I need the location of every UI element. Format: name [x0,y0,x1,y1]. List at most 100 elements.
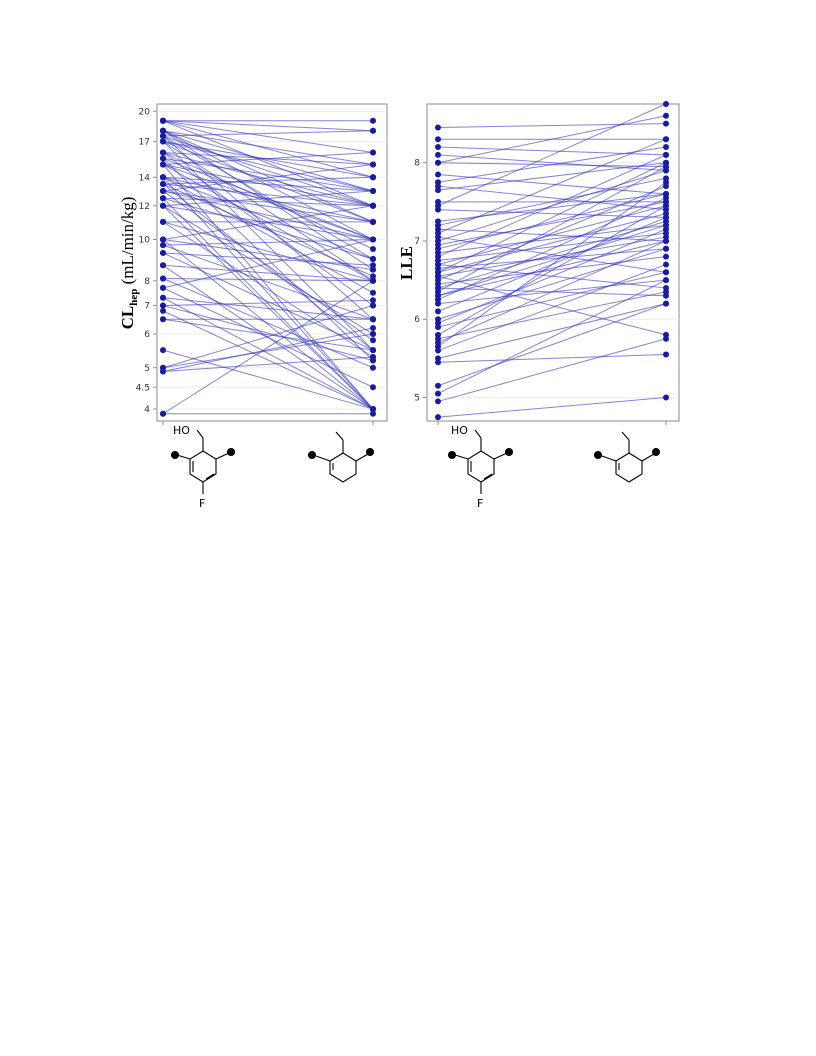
clhep-point-right [370,410,376,417]
clhep-pair-line [162,130,374,271]
clhep-y-tick-label: 14 [139,173,151,183]
chart-clhep-x-ticks [162,421,374,425]
lle-point-right [663,269,669,276]
clhep-point-right [370,331,376,338]
lle-point-right [663,191,669,198]
lle-point-left [435,359,441,366]
clhep-y-tick-label: 10 [139,236,151,246]
clhep-pair-line [162,163,374,207]
clhep-pair-line [162,157,374,240]
lle-pair-line [437,154,667,258]
chart-lle-y-ticks: 5 6 7 8 [414,159,427,404]
clhep-pair-line [162,299,374,307]
clhep-y-tick-label: 5 [144,364,150,374]
lle-pair-line [437,201,667,246]
clhep-ylabel-sub: hep [128,289,140,306]
lle-pair-line [437,232,667,262]
clhep-pair-line [162,278,374,369]
lle-point-left [435,218,441,225]
lle-point-left [435,398,441,405]
clhep-pair-line [162,239,374,246]
clhep-ylabel-main: CL [118,306,137,330]
structure-hydroxymethyl-fluorophenyl-left: HO F [170,424,236,510]
clhep-point-right [370,297,376,304]
lle-pair-line [437,263,667,352]
clhep-point-left [160,161,166,168]
clhep-pair-line [162,130,374,165]
clhep-point-left [160,294,166,301]
lle-pair-line [437,146,667,156]
lle-point-left [435,414,441,421]
clhep-pair-line [162,349,374,410]
lle-point-left [435,347,441,354]
lle-point-right [663,261,669,268]
lle-y-tick-label: 6 [414,315,420,325]
lle-point-right [663,214,669,221]
lle-point-left [435,300,441,307]
lle-point-left [435,187,441,194]
lle-point-left [435,151,441,158]
clhep-pair-line [162,197,374,207]
lle-y-tick-label: 8 [414,159,420,169]
lle-pair-line [437,275,667,336]
clhep-pair-line [162,297,374,410]
clhep-pair-line [162,278,374,282]
clhep-point-left [160,155,166,162]
lle-pair-line [437,115,667,164]
clhep-point-right [370,364,376,371]
clhep-y-tick-label: 7 [144,302,150,312]
clhep-point-left [160,236,166,243]
clhep-pair-line [162,130,374,192]
clhep-pair-line [162,197,374,260]
left-structure-f-label: F [199,497,205,510]
lle-point-left [435,382,441,389]
lle-point-right [663,237,669,244]
clhep-point-right [370,316,376,323]
chart-lle-x-ticks [437,421,667,425]
lle-pair-line [437,181,667,348]
clhep-point-right [370,246,376,253]
clhep-point-left [160,195,166,202]
lle-point-right [663,144,669,151]
lle-y-tick-label: 5 [414,394,420,404]
lle-pair-line [437,205,667,336]
clhep-pair-line [162,333,374,369]
clhep-pair-line [162,356,374,373]
clhep-point-left [160,180,166,187]
clhep-pair-line [162,205,374,410]
clhep-point-right [370,273,376,280]
chart-lle-frame [426,103,680,422]
clhep-pair-line [162,264,374,282]
chart-clhep: 4 4.5 5 6 7 8 10 12 14 17 20 CLhep (mL/min/kg) [118,103,388,425]
clhep-point-left [160,316,166,323]
lle-point-right [663,253,669,260]
lle-point-right [663,394,669,401]
lle-pair-line [437,123,667,128]
lle-point-right [663,163,669,170]
lle-point-right [663,120,669,127]
lle-pair-line [437,197,667,301]
clhep-point-right [370,289,376,296]
clhep-pair-line [162,205,374,335]
lle-point-right [663,351,669,358]
lle-pair-line [437,205,667,265]
clhep-pair-line [162,190,374,207]
clhep-y-tick-label: 17 [139,137,150,147]
structure-ethylphenyl-right [593,431,661,483]
chart-clhep-series-lines [162,120,374,415]
clhep-pair-line [162,120,374,132]
clhep-y-tick-label: 20 [139,107,151,117]
clhep-point-left [160,132,166,139]
clhep-point-left [160,347,166,354]
chart-lle: 5 6 7 8 LLE [397,101,680,425]
chart-lle-series-lines [437,103,667,418]
lle-pair-line [437,240,667,344]
clhep-point-left [160,187,166,194]
clhep-pair-line [162,140,374,192]
chart-lle-y-axis-title: LLE [397,246,416,280]
clhep-pair-line [162,239,374,289]
clhep-pair-line [162,130,374,137]
clhep-pair-line [162,318,374,351]
lle-point-left [435,124,441,131]
